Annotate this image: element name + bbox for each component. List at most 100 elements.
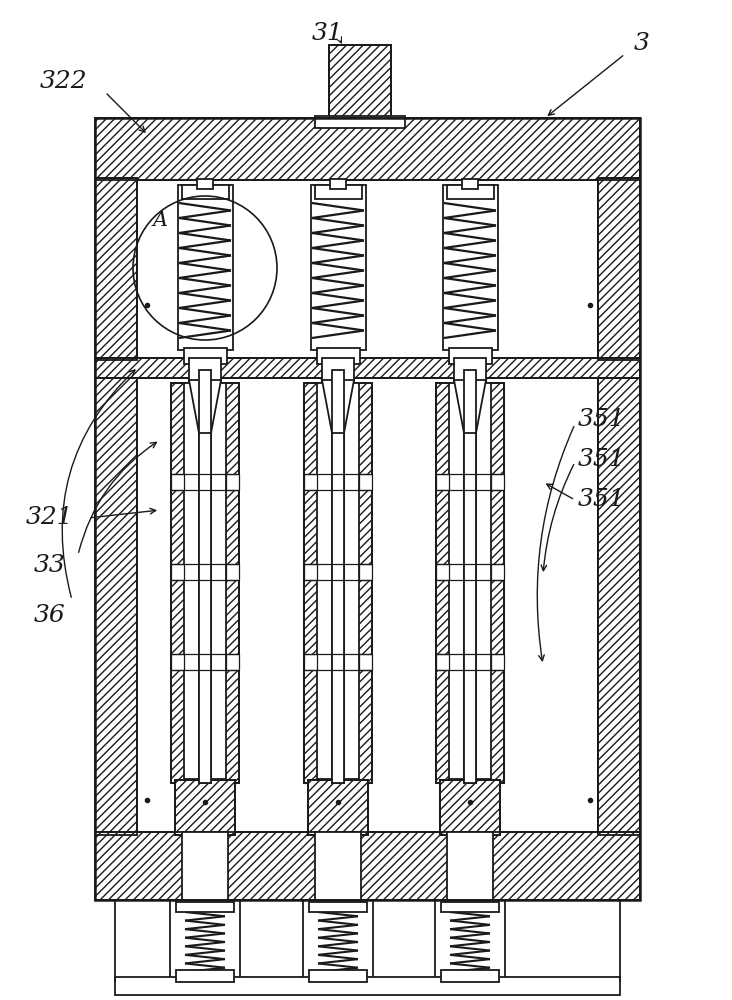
- Bar: [443, 185, 498, 350]
- Bar: [311, 185, 366, 350]
- Bar: [332, 433, 344, 783]
- Text: 322: 322: [40, 70, 88, 94]
- Bar: [598, 378, 640, 835]
- Bar: [464, 433, 476, 783]
- Text: 3: 3: [634, 32, 650, 55]
- Bar: [440, 780, 500, 835]
- Bar: [304, 564, 317, 580]
- Bar: [449, 348, 492, 364]
- Bar: [176, 970, 234, 982]
- Bar: [315, 832, 361, 900]
- Polygon shape: [322, 380, 354, 433]
- Bar: [95, 358, 640, 378]
- Text: 351: 351: [578, 488, 626, 512]
- Bar: [491, 474, 504, 490]
- Bar: [317, 348, 360, 364]
- Bar: [175, 780, 235, 835]
- Bar: [304, 383, 372, 783]
- Bar: [308, 780, 368, 835]
- Bar: [447, 185, 494, 199]
- Bar: [322, 358, 354, 392]
- Bar: [171, 383, 239, 783]
- Bar: [95, 832, 640, 900]
- Bar: [226, 474, 239, 490]
- Bar: [115, 977, 620, 995]
- Bar: [491, 654, 504, 670]
- Bar: [330, 179, 346, 189]
- Bar: [199, 370, 211, 783]
- Bar: [95, 378, 137, 835]
- Bar: [182, 185, 229, 199]
- Bar: [303, 900, 373, 982]
- Bar: [95, 118, 640, 180]
- Bar: [95, 178, 137, 360]
- Bar: [359, 654, 372, 670]
- Bar: [137, 378, 598, 835]
- Bar: [317, 383, 359, 779]
- Bar: [315, 116, 405, 128]
- Bar: [182, 832, 228, 900]
- Bar: [441, 902, 499, 912]
- Polygon shape: [454, 380, 486, 433]
- Bar: [454, 358, 486, 392]
- Bar: [436, 474, 449, 490]
- Bar: [178, 185, 233, 350]
- Bar: [199, 433, 211, 783]
- Bar: [95, 832, 640, 900]
- Bar: [189, 358, 221, 392]
- Bar: [95, 358, 640, 378]
- Text: 36: 36: [34, 603, 66, 626]
- Bar: [329, 45, 391, 120]
- Bar: [440, 780, 500, 835]
- Bar: [359, 474, 372, 490]
- Bar: [95, 118, 640, 900]
- Bar: [226, 564, 239, 580]
- Bar: [462, 179, 478, 189]
- Bar: [449, 383, 491, 779]
- Bar: [332, 370, 344, 783]
- Text: A: A: [152, 211, 168, 230]
- Bar: [598, 378, 640, 835]
- Bar: [315, 185, 362, 199]
- Bar: [304, 474, 317, 490]
- Bar: [197, 179, 213, 189]
- Text: 31: 31: [312, 21, 344, 44]
- Bar: [491, 564, 504, 580]
- Bar: [95, 178, 137, 360]
- Bar: [309, 970, 367, 982]
- Bar: [171, 474, 184, 490]
- Text: 351: 351: [578, 408, 626, 432]
- Bar: [598, 178, 640, 360]
- Bar: [95, 378, 137, 835]
- Bar: [304, 654, 317, 670]
- Bar: [309, 902, 367, 912]
- Bar: [176, 902, 234, 912]
- Bar: [304, 383, 372, 783]
- Bar: [170, 900, 240, 982]
- Bar: [447, 832, 493, 900]
- Bar: [436, 564, 449, 580]
- Bar: [308, 780, 368, 835]
- Bar: [464, 370, 476, 783]
- Text: 321: 321: [26, 506, 74, 530]
- Bar: [171, 564, 184, 580]
- Text: 351: 351: [578, 448, 626, 472]
- Bar: [441, 970, 499, 982]
- Bar: [95, 118, 640, 180]
- Bar: [359, 564, 372, 580]
- Bar: [435, 900, 505, 982]
- Bar: [184, 348, 227, 364]
- Text: 33: 33: [34, 554, 66, 576]
- Bar: [598, 178, 640, 360]
- Bar: [175, 780, 235, 835]
- Bar: [171, 383, 239, 783]
- Bar: [329, 45, 391, 120]
- Bar: [436, 654, 449, 670]
- Bar: [137, 178, 598, 360]
- Polygon shape: [189, 380, 221, 433]
- Bar: [436, 383, 504, 783]
- Bar: [171, 654, 184, 670]
- Bar: [226, 654, 239, 670]
- Bar: [436, 383, 504, 783]
- Bar: [184, 383, 226, 779]
